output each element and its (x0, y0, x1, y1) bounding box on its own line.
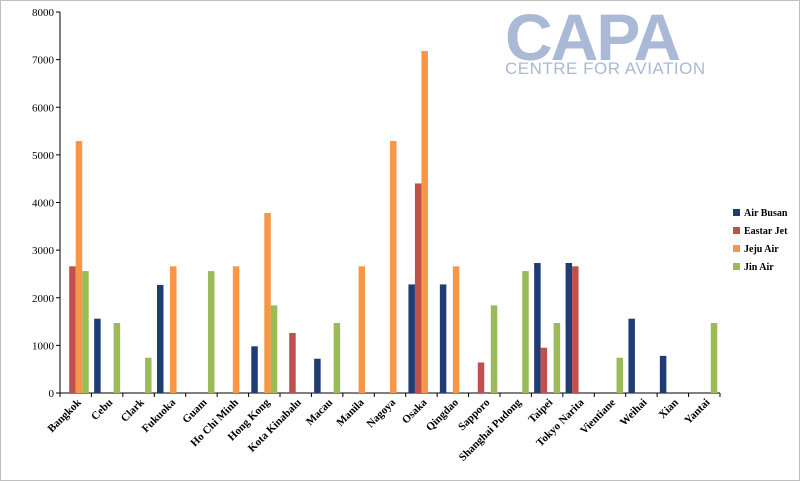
bar-jeju-air (170, 266, 177, 393)
y-tick-label: 4000 (32, 198, 55, 210)
x-tick-label: Xian (656, 397, 680, 421)
x-tick-label: Taipei (526, 397, 555, 426)
y-tick-label: 0 (49, 388, 55, 400)
x-tick-label: Nagoya (365, 396, 399, 430)
bar-jin-air (270, 305, 278, 393)
bar-jin-air (710, 322, 718, 393)
bar-air-busan (659, 355, 667, 393)
bar-jin-air (145, 357, 152, 393)
bar-jin-air (113, 322, 121, 393)
y-tick-label: 2000 (32, 293, 55, 305)
x-tick-label: Guam (180, 397, 209, 426)
y-tick-label: 8000 (32, 7, 55, 19)
bar-air-busan (408, 284, 415, 393)
x-tick-label: Bangkok (46, 396, 85, 435)
chart-legend: Air Busan Eastar Jet Jeju Air Jin Air (733, 208, 788, 273)
x-tick-label: Macau (304, 397, 335, 428)
legend-label: Air Busan (744, 208, 788, 219)
bar-jin-air (616, 357, 623, 393)
bar-air-busan (628, 318, 635, 393)
x-tick-label: Yantai (682, 397, 712, 427)
y-tick-label: 5000 (32, 150, 55, 162)
capa-logo: CAPA CENTRE FOR AVIATION (505, 0, 706, 78)
y-tick-label: 7000 (32, 55, 55, 67)
chart-bars (69, 51, 718, 394)
bar-air-busan (314, 358, 321, 393)
bar-eastar-jet (540, 347, 548, 393)
x-tick-label: Fukuoka (140, 396, 179, 435)
bar-jeju-air (264, 212, 271, 393)
bar-jeju-air (421, 51, 428, 394)
legend-label: Eastar Jet (744, 226, 788, 237)
bar-jeju-air (232, 266, 240, 393)
bar-jin-air (82, 271, 89, 393)
bar-jeju-air (75, 141, 83, 393)
bar-eastar-jet (477, 362, 485, 393)
legend-label: Jeju Air (744, 244, 779, 255)
x-tick-label: Clark (119, 396, 148, 425)
x-tick-label: Osaka (400, 396, 430, 426)
bar-jin-air (333, 322, 341, 393)
bar-jin-air (553, 322, 561, 393)
bar-air-busan (157, 284, 164, 393)
x-tick-label: Cebu (89, 397, 115, 423)
legend-label: Jin Air (744, 262, 774, 273)
legend-swatch (733, 245, 740, 252)
legend-swatch (733, 263, 740, 270)
bar-eastar-jet (289, 332, 296, 393)
bar-jeju-air (390, 141, 397, 393)
logo-main-text: CAPA (505, 0, 679, 74)
y-tick-label: 3000 (32, 245, 55, 257)
bar-eastar-jet (572, 266, 579, 393)
bar-jeju-air (358, 266, 366, 393)
x-tick-label: Manila (334, 396, 367, 429)
x-tick-label: Qingdao (424, 396, 461, 433)
legend-swatch (733, 209, 740, 216)
bar-jin-air (490, 305, 498, 393)
y-axis-ticks: 0 1000 2000 3000 4000 5000 6000 7000 8000 (32, 7, 60, 400)
bar-air-busan (565, 262, 573, 393)
bar-air-busan (534, 262, 541, 393)
y-tick-label: 6000 (32, 102, 55, 114)
bar-jeju-air (452, 266, 460, 393)
legend-swatch (733, 227, 740, 234)
bar-eastar-jet (69, 266, 76, 393)
bar-air-busan (251, 346, 258, 393)
x-tick-label: Weihai (618, 397, 650, 429)
bar-eastar-jet (414, 183, 422, 393)
bar-air-busan (94, 318, 101, 393)
logo-sub-text: CENTRE FOR AVIATION (505, 59, 706, 78)
bar-jin-air (522, 271, 529, 393)
bar-air-busan (439, 284, 447, 393)
bar-jin-air (207, 271, 215, 393)
y-tick-label: 1000 (32, 340, 55, 352)
